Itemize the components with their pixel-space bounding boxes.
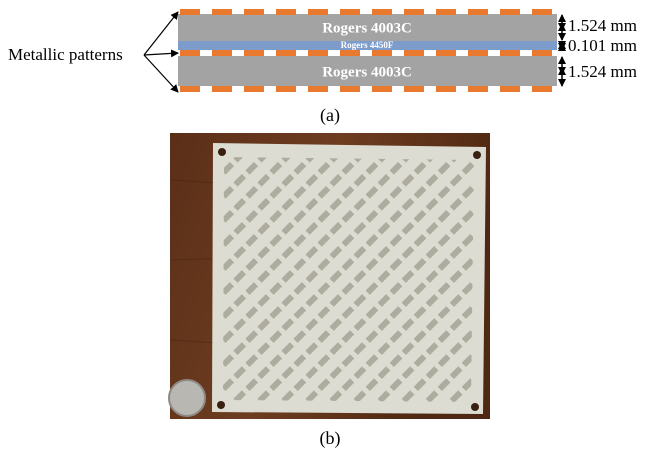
layer-label: Rogers 4003C <box>322 20 412 36</box>
figure: Rogers 4003C Rogers 4450F Rogers 4003C M… <box>0 0 645 453</box>
thickness: 1.524 mm <box>568 16 637 35</box>
photo: (b) <box>169 133 490 449</box>
page: {"figure_a": {"annotation": "Metallic pa… <box>0 0 645 453</box>
annotation: Metallic patterns <box>8 45 123 64</box>
caption: (b) <box>320 428 341 449</box>
thickness: 1.524 mm <box>568 62 637 81</box>
layer-label: Rogers 4450F <box>341 40 394 50</box>
coin <box>169 380 205 416</box>
thickness: 0.101 mm <box>568 36 637 55</box>
layer-label: Rogers 4003C <box>322 64 412 80</box>
caption: (a) <box>320 105 340 126</box>
stackup-diagram: Rogers 4003C Rogers 4450F Rogers 4003C M… <box>8 12 637 126</box>
